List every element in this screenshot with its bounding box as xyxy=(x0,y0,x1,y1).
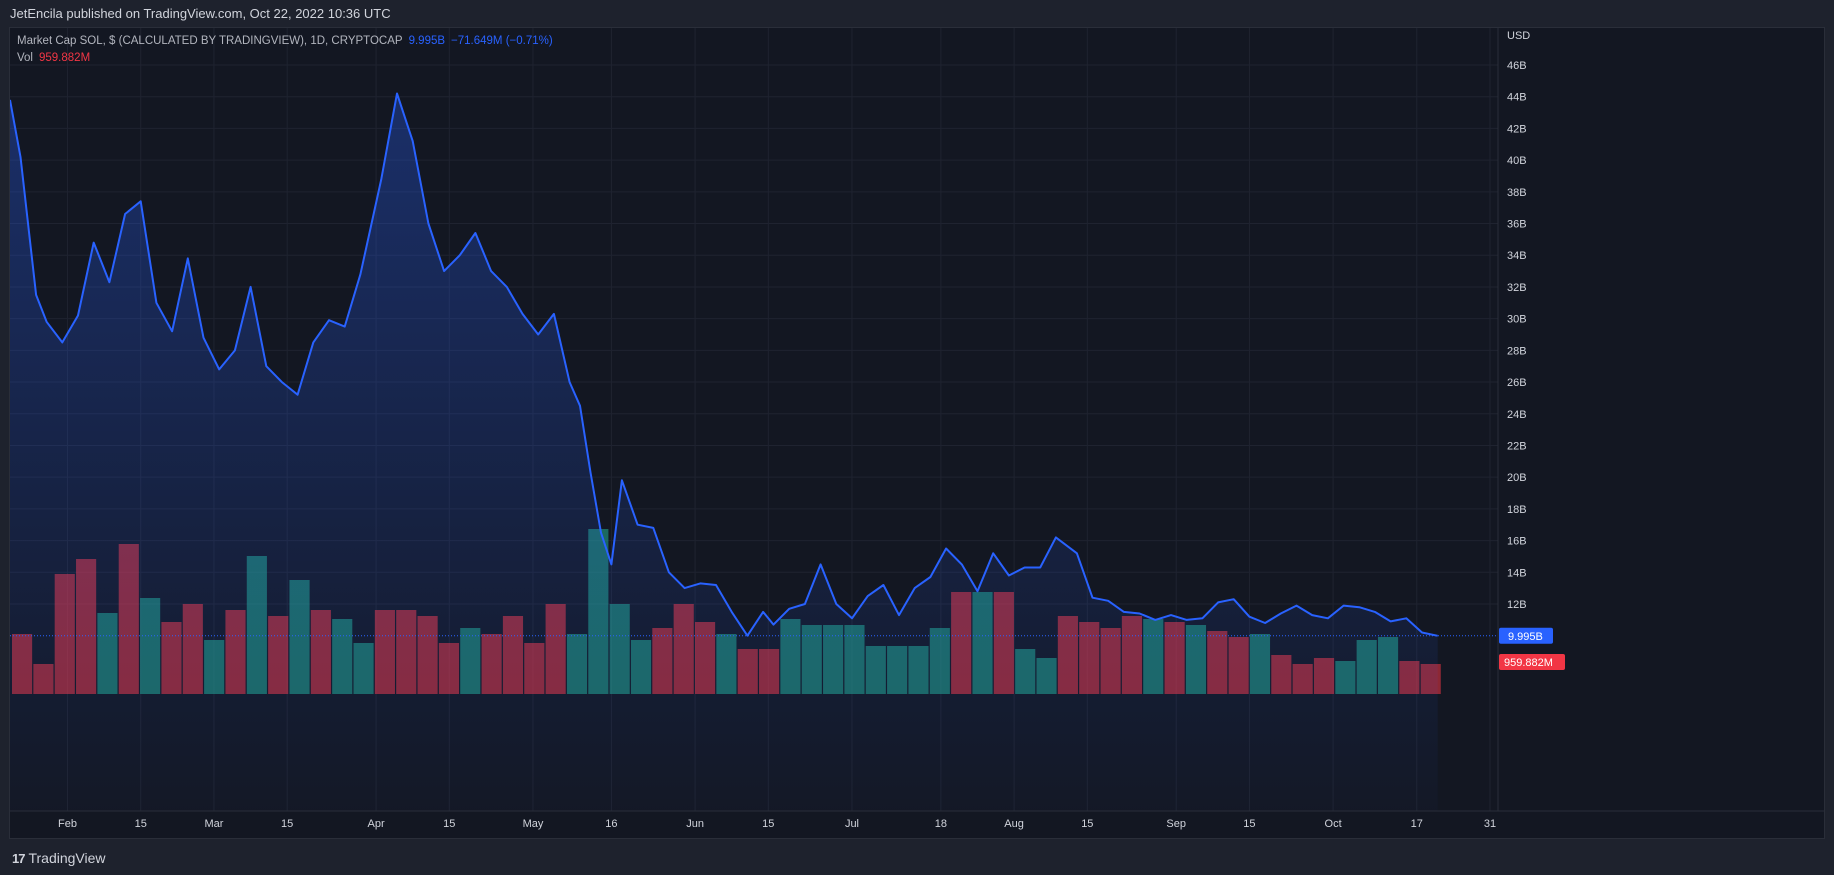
x-tick-label: 17 xyxy=(1411,818,1423,830)
y-tick-label: 36B xyxy=(1507,219,1527,231)
area-fill xyxy=(10,93,1438,811)
x-tick-label: Oct xyxy=(1325,818,1342,830)
x-tick-label: 15 xyxy=(1081,818,1093,830)
x-tick-label: May xyxy=(523,818,544,830)
market-cap-line xyxy=(10,92,1438,637)
publish-info: JetEncila published on TradingView.com, … xyxy=(10,6,391,21)
chart-frame[interactable]: 12B 14B 16B 18B 20B 22B 24B 26B 28B 30B 32B 34B 36B 3… xyxy=(9,27,1825,839)
y-tick-label: 34B xyxy=(1507,250,1527,262)
y-tick-label: 16B xyxy=(1507,536,1527,548)
x-tick-label: Mar xyxy=(204,818,223,830)
y-tick-label: 42B xyxy=(1507,123,1527,135)
y-tick-label: 44B xyxy=(1507,92,1527,104)
tradingview-logo-icon: 17 xyxy=(12,850,26,866)
x-tick-label: Sep xyxy=(1166,818,1186,830)
last-value: 9.995B xyxy=(408,35,446,47)
y-tick-label: 46B xyxy=(1507,60,1527,72)
x-tick-label: 15 xyxy=(443,818,455,830)
y-tick-label: 20B xyxy=(1507,472,1527,484)
price-axis: 12B 14B 16B 18B 20B 22B 24B 26B 28B 30B 32B 34B 36B 3… xyxy=(1507,60,1527,611)
x-tick-label: Jun xyxy=(686,818,704,830)
y-tick-label: 26B xyxy=(1507,377,1527,389)
x-tick-label: 15 xyxy=(281,818,293,830)
volume-title: Vol xyxy=(17,52,33,64)
currency-label: USD xyxy=(1507,30,1530,42)
y-tick-label: 30B xyxy=(1507,314,1527,326)
y-tick-label: 14B xyxy=(1507,567,1527,579)
change-value: −71.649M (−0.71%) xyxy=(451,35,553,47)
x-tick-label: Jul xyxy=(845,818,859,830)
chart-canvas[interactable]: 12B 14B 16B 18B 20B 22B 24B 26B 28B 30B 32B 34B 36B 3… xyxy=(10,28,1824,838)
y-tick-label: 22B xyxy=(1507,440,1527,452)
brand-name: TradingView xyxy=(28,850,106,866)
y-tick-label: 12B xyxy=(1507,599,1527,611)
x-tick-label: 15 xyxy=(135,818,147,830)
series-legend[interactable]: Market Cap SOL, $ (CALCULATED BY TRADING… xyxy=(17,35,553,47)
y-tick-label: 18B xyxy=(1507,504,1527,516)
x-tick-label: Apr xyxy=(368,818,385,830)
volume-value: 959.882M xyxy=(39,52,91,64)
y-tick-label: 24B xyxy=(1507,409,1527,421)
x-tick-label: 31 xyxy=(1484,818,1496,830)
volume-badge: 959.882M xyxy=(1499,654,1565,670)
footer-branding[interactable]: 17 TradingView xyxy=(12,848,106,868)
publish-header: JetEncila published on TradingView.com, … xyxy=(0,0,1834,28)
y-tick-label: 28B xyxy=(1507,345,1527,357)
last-price-badge: 9.995B xyxy=(1499,627,1553,644)
volume-value-label: 959.882M xyxy=(1504,657,1553,669)
time-axis: Feb 15 Mar 15 Apr 15 May 16 Jun 15 Jul 18 Aug 15 Sep 15… xyxy=(58,818,1496,830)
last-price-label: 9.995B xyxy=(1508,631,1543,643)
volume-legend[interactable]: Vol 959.882M xyxy=(17,52,90,64)
x-tick-label: 16 xyxy=(605,818,617,830)
x-tick-label: Aug xyxy=(1004,818,1024,830)
x-tick-label: 15 xyxy=(1243,818,1255,830)
y-tick-label: 38B xyxy=(1507,187,1527,199)
y-tick-label: 32B xyxy=(1507,282,1527,294)
symbol-title: Market Cap SOL, $ (CALCULATED BY TRADING… xyxy=(17,35,403,47)
x-tick-label: 18 xyxy=(935,818,947,830)
y-tick-label: 40B xyxy=(1507,155,1527,167)
x-tick-label: 15 xyxy=(762,818,774,830)
x-tick-label: Feb xyxy=(58,818,77,830)
